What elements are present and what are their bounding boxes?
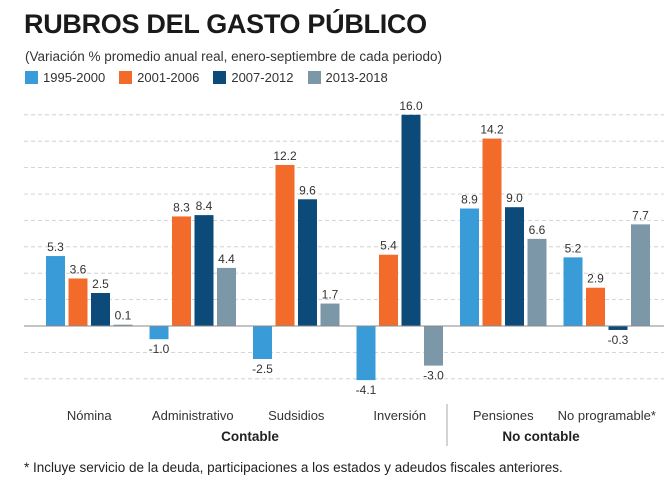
bar-2001-2006-No programable*: [586, 287, 605, 326]
bar-2013-2018-Administrativo: [217, 267, 236, 326]
value-labels: 5.3 3.6 2.5 0.1 -1.0 8.3 8.4 4.4 -2.5 12.2 9.6 1.7 -…: [47, 99, 649, 397]
bar-2007-2012-Pensiones: [505, 207, 524, 326]
footnote: * Incluye servicio de la deuda, particip…: [24, 460, 563, 475]
group-label: Contable: [221, 429, 279, 444]
bar-2013-2018-Sudsidios: [320, 303, 340, 326]
legend-item-2001-2006: 2001-2006: [119, 70, 199, 85]
value-label: 7.7: [632, 208, 649, 222]
category-label: Inversión: [373, 408, 426, 423]
bar-2007-2012-Administrativo: [194, 215, 214, 326]
bar-2001-2006-Sudsidios: [275, 164, 295, 326]
value-label: -0.3: [608, 333, 629, 347]
value-label: -1.0: [149, 342, 170, 356]
legend-swatch: [119, 71, 133, 84]
category-label: Pensiones: [473, 408, 534, 423]
value-label: 3.6: [70, 262, 87, 276]
category-label: Nómina: [67, 408, 113, 423]
bar-2007-2012-Sudsidios: [298, 199, 317, 326]
value-label: 6.6: [529, 223, 546, 237]
value-label: 8.4: [196, 199, 213, 213]
bar-1995-2000-Pensiones: [460, 208, 479, 326]
bar-2013-2018-No programable*: [631, 224, 650, 326]
value-label: 5.4: [380, 239, 397, 253]
value-label: 16.0: [399, 99, 423, 113]
value-label: 4.4: [218, 252, 235, 266]
bar-1995-2000-Nómina: [46, 256, 65, 326]
value-label: 9.6: [299, 183, 316, 197]
value-label: 8.3: [173, 200, 190, 214]
bar-2013-2018-Nómina: [113, 324, 133, 326]
chart-title: RUBROS DEL GASTO PÚBLICO: [24, 9, 427, 39]
legend-label: 1995-2000: [43, 70, 106, 85]
bar-2013-2018-Inversión: [424, 326, 443, 366]
bar-2001-2006-Pensiones: [482, 138, 502, 326]
bars: [46, 114, 650, 381]
bar-2007-2012-Nómina: [91, 293, 110, 326]
value-label: 9.0: [506, 191, 523, 205]
bar-2001-2006-Nómina: [68, 278, 88, 326]
category-label: Administrativo: [152, 408, 234, 423]
bar-1995-2000-No programable*: [563, 257, 583, 326]
chart-subtitle: (Variación % promedio anual real, enero-…: [25, 49, 442, 64]
chart-legend: 1995-2000 2001-2006 2007-2012 2013-2018: [25, 70, 388, 85]
value-label: 12.2: [273, 149, 297, 163]
legend-item-2007-2012: 2007-2012: [213, 70, 294, 85]
value-label: 5.3: [47, 240, 64, 254]
value-label: 14.2: [480, 123, 504, 137]
legend-label: 2013-2018: [325, 70, 388, 85]
legend-swatch: [25, 71, 38, 84]
bar-2007-2012-No programable*: [608, 326, 628, 330]
legend-label: 2007-2012: [231, 70, 294, 85]
bar-2013-2018-Pensiones: [527, 238, 547, 326]
gridlines: [24, 114, 664, 380]
category-label: No programable*: [558, 408, 656, 423]
value-label: 8.9: [461, 193, 478, 207]
group-labels: Contable No contable: [221, 429, 580, 444]
legend-item-1995-2000: 1995-2000: [25, 70, 105, 85]
bar-2001-2006-Inversión: [379, 254, 398, 326]
value-label: -3.0: [423, 369, 444, 383]
legend-swatch: [307, 71, 321, 84]
value-label: 2.9: [587, 272, 604, 286]
value-label: -4.1: [356, 383, 377, 397]
value-label: 5.2: [565, 241, 582, 255]
value-label: 2.5: [92, 277, 109, 291]
value-label: 1.7: [322, 288, 339, 302]
category-labels: Nómina Administrativo Sudsidios Inversión Pe…: [67, 408, 656, 423]
legend-swatch: [213, 71, 227, 84]
group-label: No contable: [502, 429, 580, 444]
value-label: 0.1: [115, 309, 132, 323]
bar-2001-2006-Administrativo: [172, 216, 191, 326]
legend-label: 2001-2006: [137, 70, 200, 85]
value-label: -2.5: [252, 362, 273, 376]
legend-item-2013-2018: 2013-2018: [307, 70, 388, 85]
bar-1995-2000-Sudsidios: [253, 326, 272, 359]
category-label: Sudsidios: [268, 408, 325, 423]
bar-1995-2000-Inversión: [356, 326, 376, 381]
bar-2007-2012-Inversión: [401, 114, 421, 326]
bar-1995-2000-Administrativo: [149, 326, 169, 340]
